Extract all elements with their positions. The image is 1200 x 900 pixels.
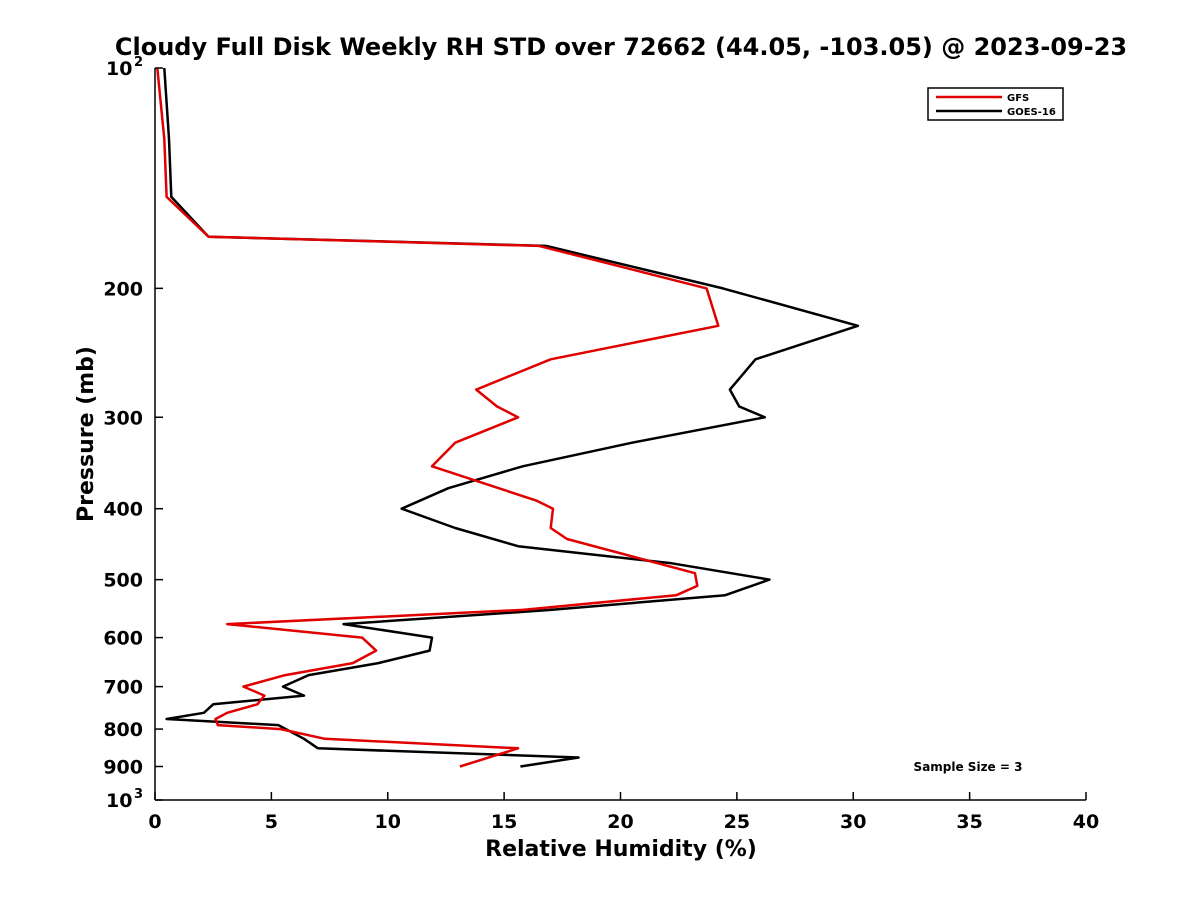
y-tick-label: 200	[103, 278, 143, 300]
x-tick-label: 25	[724, 811, 750, 833]
series-line-gfs	[156, 67, 720, 768]
y-tick-label: 10	[106, 790, 132, 812]
series-layer	[156, 67, 860, 768]
y-tick-exponent: 3	[134, 787, 143, 802]
legend-label: GOES-16	[1007, 107, 1056, 118]
x-tick-label: 20	[607, 811, 633, 833]
x-axis-label: Relative Humidity (%)	[485, 837, 757, 862]
sample-size-annotation: Sample Size = 3	[914, 760, 1023, 774]
y-tick-label: 800	[103, 719, 143, 741]
y-tick-label: 400	[103, 499, 143, 521]
y-tick-label: 600	[103, 628, 143, 650]
legend-box	[927, 87, 1064, 121]
y-tick-label: 10	[106, 58, 132, 80]
x-tick-label: 5	[265, 811, 278, 833]
x-axis-ticks: 0 5 10 15 20 25 30 35 40	[148, 792, 1099, 833]
y-axis-label: Pressure (mb)	[74, 346, 99, 522]
x-tick-label: 15	[491, 811, 517, 833]
chart-title: Cloudy Full Disk Weekly RH STD over 7266…	[115, 33, 1127, 61]
y-tick-label: 700	[103, 677, 143, 699]
x-tick-label: 10	[375, 811, 401, 833]
x-tick-label: 35	[956, 811, 982, 833]
y-tick-label: 500	[103, 570, 143, 592]
x-tick-label: 30	[840, 811, 866, 833]
x-tick-label: 40	[1073, 811, 1099, 833]
plot-area	[154, 68, 1086, 801]
y-tick-exponent: 2	[134, 55, 143, 70]
legend: GFS GOES-16	[927, 87, 1064, 121]
y-tick-label: 900	[103, 757, 143, 779]
x-tick-label: 0	[148, 811, 161, 833]
y-tick-label: 300	[103, 407, 143, 429]
series-line-goes-16	[163, 67, 860, 768]
legend-label: GFS	[1007, 93, 1029, 104]
